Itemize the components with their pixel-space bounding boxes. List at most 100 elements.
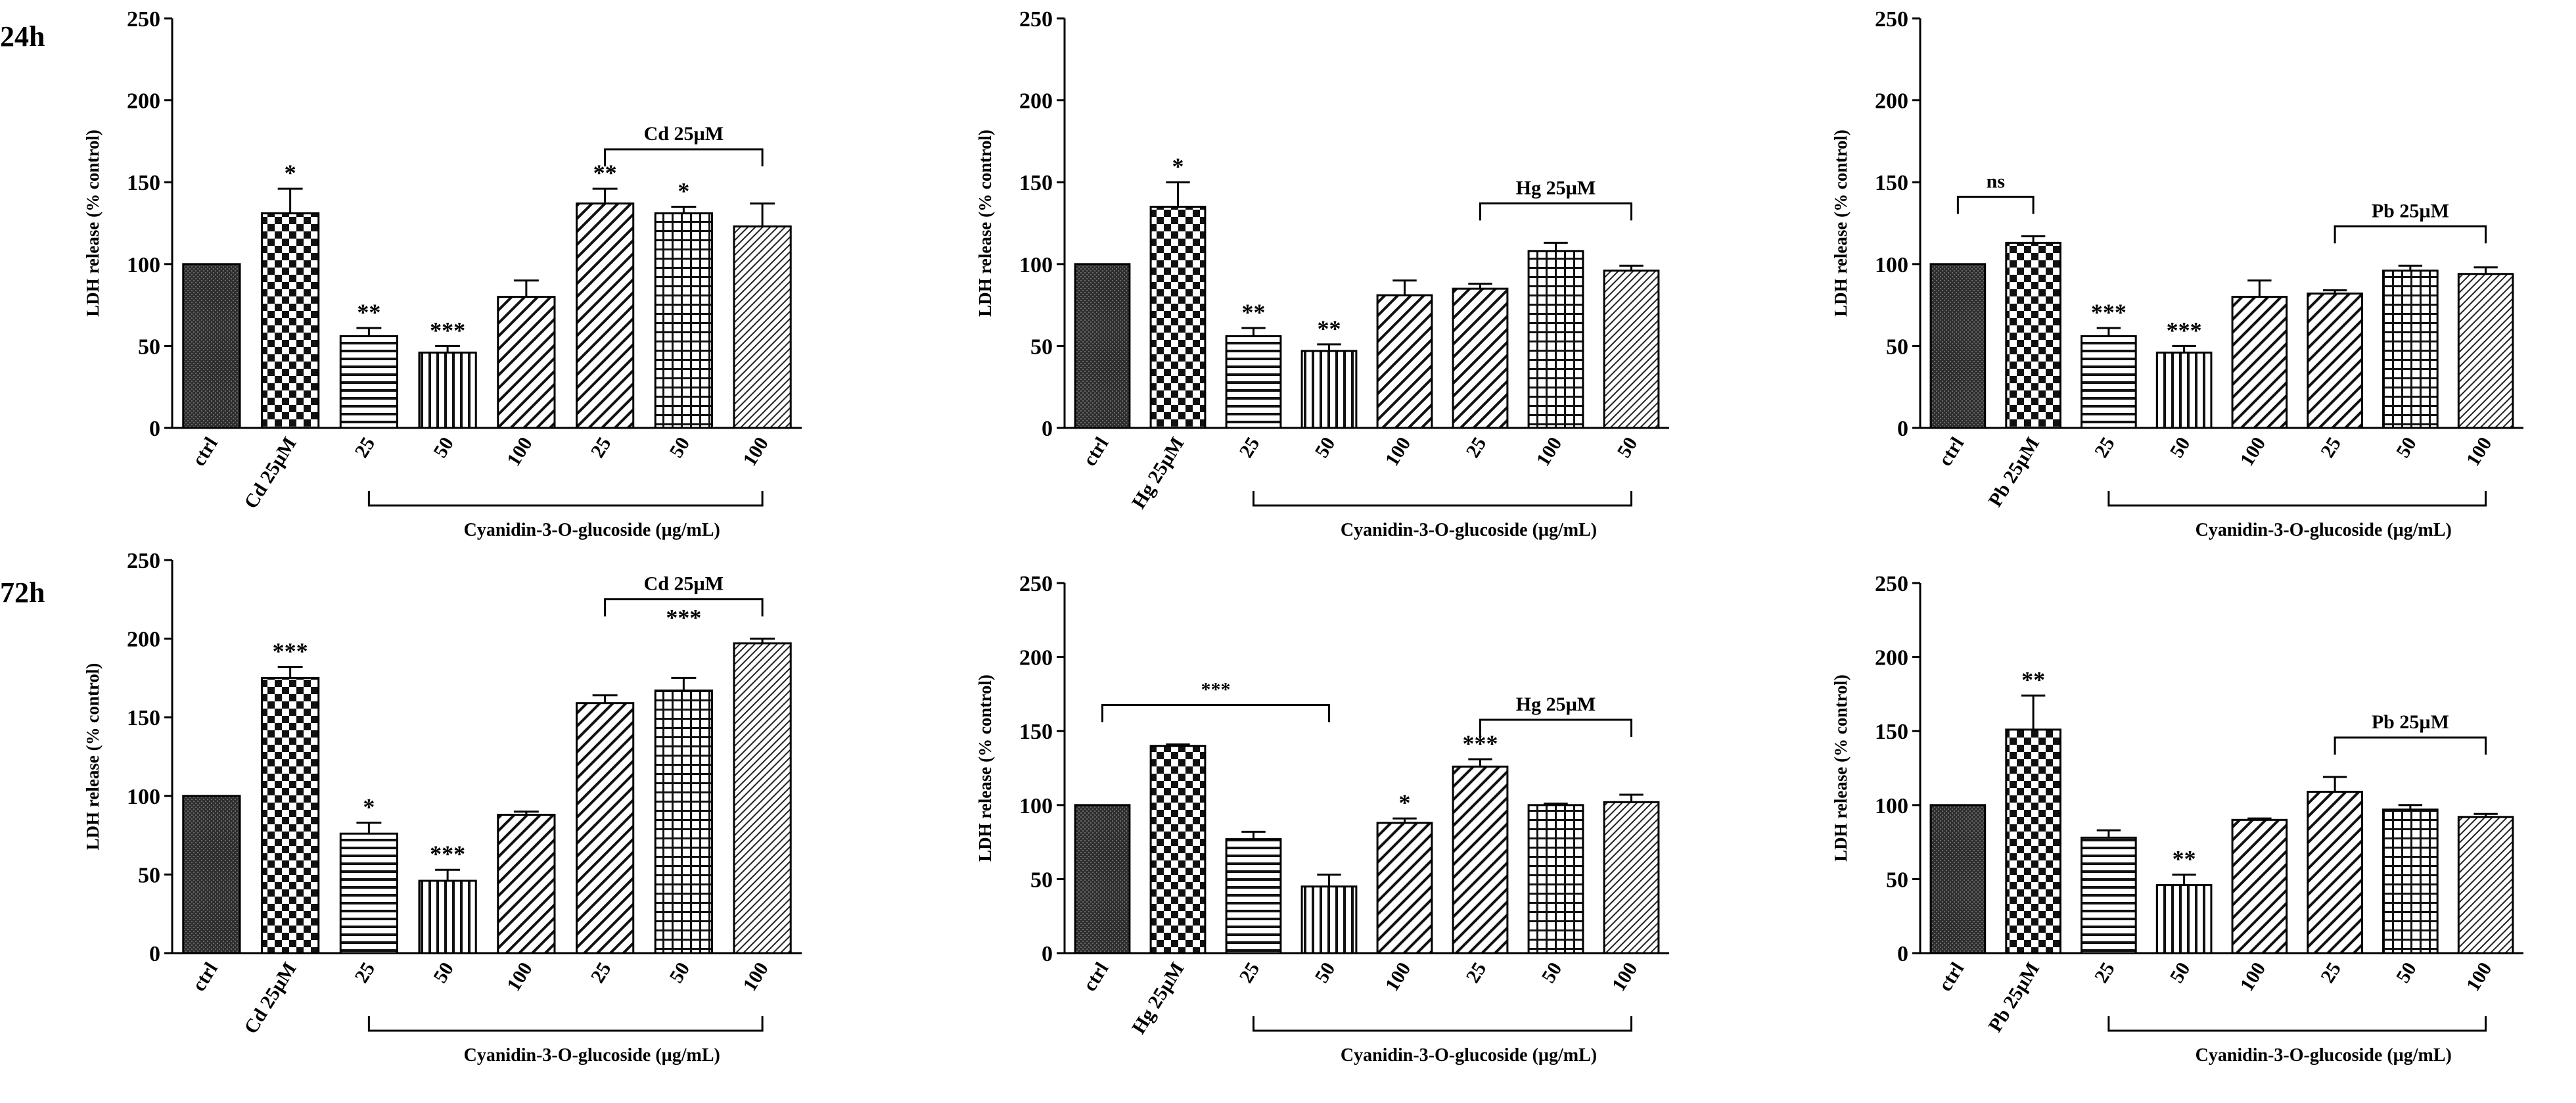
y-tick-label: 200 bbox=[127, 89, 160, 114]
y-tick-label: 250 bbox=[1875, 7, 1908, 32]
bracket-label: Cd 25µM bbox=[644, 123, 724, 145]
chart-panel-2: 0 50 100 150 200 250 LDH release (% control) ct… bbox=[975, 7, 1669, 540]
bar bbox=[2307, 293, 2363, 429]
bracket bbox=[1956, 195, 2035, 214]
chart-panel-6: 0 50 100 150 200 250 LDH release (% control) ct… bbox=[1831, 572, 2523, 1066]
x-tick-label: 100 bbox=[739, 958, 773, 995]
x-tick-label: ctrl bbox=[188, 433, 222, 470]
x-tick-label: 100 bbox=[2462, 433, 2496, 470]
y-tick-label: 50 bbox=[1886, 335, 1908, 359]
x-tick-label: 50 bbox=[2166, 433, 2195, 461]
bar bbox=[576, 202, 635, 429]
x-tick-label: 25 bbox=[350, 958, 379, 987]
bar bbox=[1074, 804, 1131, 954]
x-tick-label: 100 bbox=[2462, 958, 2496, 995]
bracket bbox=[1101, 703, 1330, 722]
y-axis-label: LDH release (% control) bbox=[83, 129, 103, 317]
chart-panel-3: 0 50 100 150 200 250 LDH release (% control) ct… bbox=[1831, 7, 2523, 540]
x-tick-label: 50 bbox=[2166, 958, 2195, 987]
x-tick-label: 25 bbox=[2316, 433, 2345, 461]
bar bbox=[182, 263, 241, 429]
bar bbox=[418, 880, 477, 954]
bar bbox=[1376, 294, 1433, 429]
bar bbox=[2005, 728, 2061, 954]
bar bbox=[733, 225, 792, 429]
y-tick-label: 100 bbox=[1019, 794, 1053, 818]
bracket-label: ns bbox=[1987, 170, 2005, 192]
x-tick-label: 50 bbox=[429, 433, 458, 461]
x-tick-label: ctrl bbox=[1079, 958, 1113, 995]
bar bbox=[339, 832, 398, 954]
y-axis-label: LDH release (% control) bbox=[975, 674, 995, 862]
y-axis-label: LDH release (% control) bbox=[975, 129, 995, 317]
bar bbox=[2457, 273, 2514, 429]
y-tick-label: 250 bbox=[127, 549, 160, 573]
bar bbox=[1300, 350, 1358, 429]
significance-mark: *** bbox=[2091, 299, 2127, 325]
x-tick-label: Hg 25µM bbox=[1128, 433, 1188, 512]
bar bbox=[339, 335, 398, 429]
x-tick-label: 100 bbox=[739, 433, 773, 470]
x-tick-label: 50 bbox=[1311, 958, 1340, 987]
x-tick-label: 100 bbox=[503, 958, 537, 995]
y-tick-label: 0 bbox=[1042, 417, 1053, 441]
group-bracket bbox=[367, 491, 764, 507]
x-tick-label: Cd 25µM bbox=[240, 958, 300, 1037]
x-tick-label: Hg 25µM bbox=[1128, 958, 1188, 1037]
group-bracket bbox=[1253, 1016, 1632, 1032]
bar bbox=[1929, 804, 1987, 954]
significance-mark: * bbox=[678, 178, 689, 204]
bar bbox=[2155, 351, 2213, 429]
y-tick-label: 0 bbox=[1897, 417, 1908, 441]
y-tick-label: 50 bbox=[1030, 335, 1053, 359]
x-tick-label: 25 bbox=[1462, 958, 1491, 987]
significance-mark: ** bbox=[1242, 299, 1266, 325]
x-tick-label: 50 bbox=[665, 433, 694, 461]
bar bbox=[576, 702, 635, 954]
bracket-label: *** bbox=[1201, 678, 1231, 700]
x-tick-label: 25 bbox=[2090, 958, 2119, 987]
group-bracket bbox=[1253, 491, 1632, 507]
significance-mark: *** bbox=[430, 317, 465, 343]
x-tick-label: 50 bbox=[665, 958, 694, 987]
x-tick-label: 25 bbox=[1235, 958, 1264, 987]
group-bracket bbox=[2107, 491, 2487, 507]
significance-mark: * bbox=[285, 160, 296, 186]
bar bbox=[2231, 818, 2288, 954]
group-label: Cyanidin-3-O-glucoside (µg/mL) bbox=[1341, 1045, 1597, 1066]
y-tick-label: 150 bbox=[1875, 171, 1908, 195]
x-tick-label: Pb 25µM bbox=[1984, 433, 2044, 511]
x-tick-label: 100 bbox=[2236, 958, 2270, 995]
significance-mark: * bbox=[363, 793, 375, 820]
bar bbox=[1225, 335, 1282, 429]
bar bbox=[1603, 270, 1660, 429]
bracket-label: Pb 25µM bbox=[2372, 711, 2449, 733]
bracket bbox=[1479, 718, 1632, 737]
significance-mark: *** bbox=[273, 638, 308, 665]
x-tick-label: Pb 25µM bbox=[1984, 958, 2044, 1036]
group-bracket bbox=[367, 1016, 764, 1032]
bar bbox=[497, 814, 556, 954]
bar bbox=[654, 212, 713, 429]
y-tick-label: 100 bbox=[1875, 253, 1908, 277]
bar bbox=[418, 351, 477, 429]
x-tick-label: 100 bbox=[1381, 433, 1415, 470]
x-tick-label: 100 bbox=[1381, 958, 1415, 995]
significance-mark: ** bbox=[2021, 667, 2045, 693]
y-tick-label: 150 bbox=[127, 706, 160, 730]
bar bbox=[1527, 250, 1584, 429]
significance-mark: *** bbox=[430, 841, 465, 867]
x-tick-label: 50 bbox=[1311, 433, 1340, 461]
group-label: Cyanidin-3-O-glucoside (µg/mL) bbox=[2196, 520, 2452, 540]
row-label-72h: 72h bbox=[0, 576, 45, 609]
x-tick-label: 25 bbox=[1462, 433, 1491, 461]
bar bbox=[2155, 883, 2213, 954]
bracket bbox=[604, 148, 764, 167]
x-tick-label: 100 bbox=[2236, 433, 2270, 470]
bar bbox=[1149, 206, 1207, 429]
bar bbox=[1149, 745, 1207, 954]
y-tick-label: 50 bbox=[1886, 868, 1908, 892]
y-tick-label: 250 bbox=[1019, 572, 1053, 596]
bar bbox=[2081, 836, 2137, 954]
